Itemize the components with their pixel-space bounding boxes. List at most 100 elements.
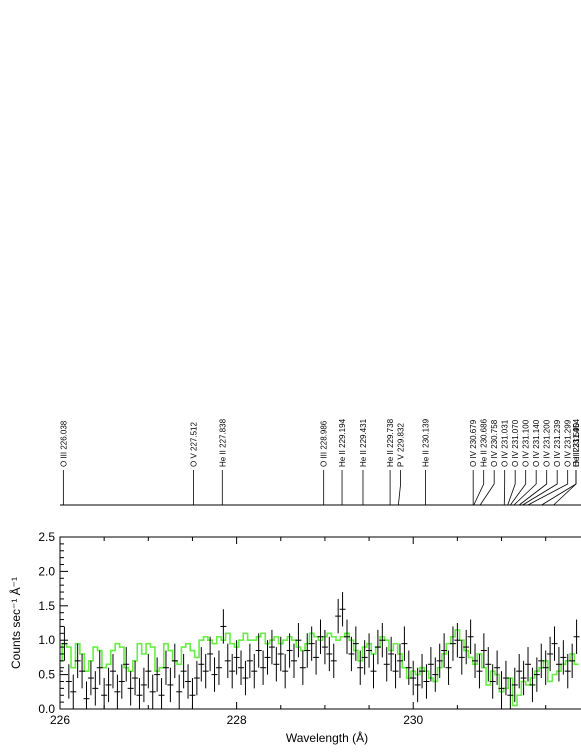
data-point	[140, 667, 147, 703]
line-id-label: O IV 231.239	[553, 419, 562, 467]
data-point	[154, 657, 161, 692]
data-point	[494, 650, 501, 685]
line-id-marker: O III 228.986	[320, 420, 329, 505]
line-id-leader	[397, 470, 401, 506]
data-point	[383, 647, 390, 682]
line-id-label: O IV 231.200	[543, 419, 552, 467]
data-point	[317, 619, 324, 654]
data-point	[525, 647, 532, 682]
data-point	[96, 650, 103, 685]
data-point	[533, 657, 540, 692]
data-point	[485, 647, 492, 682]
y-tick-label: 0.5	[38, 668, 55, 682]
data-point	[520, 660, 527, 696]
x-tick-label: 228	[227, 713, 247, 727]
data-point	[127, 671, 134, 706]
data-point	[547, 636, 554, 672]
data-point	[427, 647, 434, 682]
line-id-label: He II 227.838	[218, 418, 227, 467]
data-series	[59, 592, 580, 709]
data-point	[61, 626, 68, 661]
data-point	[224, 643, 231, 679]
data-point	[273, 647, 280, 682]
data-point	[207, 636, 214, 672]
data-point	[180, 653, 187, 689]
data-point	[449, 626, 456, 661]
model-step-line	[60, 629, 579, 707]
line-id-label: O IV 231.031	[501, 419, 510, 467]
x-tick-label: 230	[403, 713, 423, 727]
line-id-marker: P V 229.832	[397, 423, 406, 506]
line-id-leader	[479, 470, 495, 506]
line-id-marker: He II 230.139	[421, 418, 430, 505]
data-point	[238, 650, 245, 685]
line-id-label: O IV 231.140	[532, 419, 541, 467]
data-point	[379, 623, 386, 658]
data-point	[321, 629, 328, 665]
data-point	[564, 653, 571, 689]
line-id-leader	[518, 470, 548, 506]
data-point	[291, 643, 298, 679]
data-point	[59, 653, 63, 689]
data-point	[480, 633, 487, 668]
data-point	[92, 671, 99, 706]
line-id-label: P V 229.832	[397, 423, 406, 467]
y-tick-label: 2.0	[38, 564, 55, 578]
y-axis: 0.0 0.5 1.0 1.5 2.0 2.5	[38, 530, 68, 716]
x-tick-label: 226	[50, 713, 70, 727]
data-point	[189, 678, 196, 709]
y-axis-label: Counts sec⁻¹ Å⁻¹	[8, 577, 23, 669]
y-tick-label: 2.5	[38, 530, 55, 544]
line-id-marker: O IV 231.100	[510, 419, 531, 506]
line-id-leader	[473, 470, 485, 506]
line-id-markers: O III 226.038 O V 227.512 He II 227.838 O I…	[59, 418, 581, 506]
data-point	[255, 633, 262, 668]
line-id-marker: O IV 230.758	[479, 419, 499, 506]
data-point	[109, 653, 116, 689]
data-point	[277, 636, 284, 672]
data-point	[198, 647, 205, 682]
line-id-marker: O V 227.512	[190, 422, 199, 505]
line-id-label: O IV 231.100	[522, 419, 531, 467]
data-point	[542, 650, 549, 685]
y-tick-label: 1.5	[38, 599, 55, 613]
data-point	[498, 671, 505, 706]
data-point	[511, 667, 518, 703]
data-point	[396, 643, 403, 679]
y-tick-label: 0.0	[38, 702, 55, 716]
data-point	[366, 633, 373, 668]
data-point	[348, 636, 355, 672]
line-id-label: He II 229.194	[338, 418, 347, 467]
data-point	[220, 609, 227, 644]
data-point	[454, 623, 461, 658]
line-id-marker: O IV 231.070	[507, 419, 520, 506]
data-point	[149, 674, 156, 709]
line-id-label: He II 231.454	[572, 418, 581, 467]
data-point	[551, 626, 558, 661]
data-point	[343, 619, 350, 654]
data-point	[118, 664, 125, 699]
data-point	[445, 650, 452, 685]
data-point	[264, 640, 271, 675]
data-point	[101, 678, 108, 709]
data-point	[326, 636, 333, 672]
line-id-marker: O IV 231.031	[501, 419, 510, 506]
data-point	[132, 660, 139, 696]
data-point	[193, 660, 200, 696]
data-point	[339, 592, 346, 627]
line-id-leader	[507, 470, 516, 506]
x-axis-label: Wavelength (Å)	[286, 730, 368, 745]
data-point	[441, 633, 448, 668]
data-point	[229, 653, 236, 689]
data-point	[83, 681, 90, 709]
data-point	[555, 647, 562, 682]
line-id-label: He II 229.738	[386, 418, 395, 467]
data-point	[569, 643, 576, 679]
line-id-marker: He II 227.838	[218, 418, 227, 505]
data-point	[374, 629, 381, 665]
data-point	[472, 643, 479, 679]
data-point	[233, 640, 240, 675]
data-point	[392, 653, 399, 689]
data-point	[538, 643, 545, 679]
